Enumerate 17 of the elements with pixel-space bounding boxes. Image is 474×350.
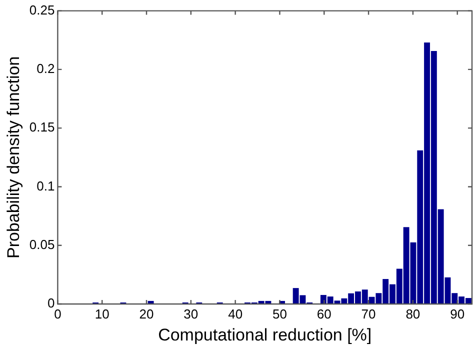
x-tick-label: 40 [228,306,243,322]
x-tick-label: 90 [450,306,465,322]
y-axis-title: Probability density function [4,56,23,259]
y-tick-label: 0.15 [29,120,55,135]
y-tick-label: 0.1 [36,178,55,194]
x-tick-label: 20 [139,306,154,322]
y-tick-label: 0.05 [29,236,55,252]
x-tick-label: 80 [406,306,420,322]
x-tick-label: 50 [272,306,287,322]
y-tick-label: 0 [47,296,55,311]
x-tick-label: 10 [94,306,110,322]
x-tick-label: 60 [316,306,332,322]
x-tick-label: 30 [184,306,198,322]
x-axis-title: Computational reduction [%] [158,325,372,344]
y-tick-label: 0.25 [29,2,55,18]
x-tick-label: 70 [361,306,376,322]
y-tick-label: 0.2 [36,61,55,76]
